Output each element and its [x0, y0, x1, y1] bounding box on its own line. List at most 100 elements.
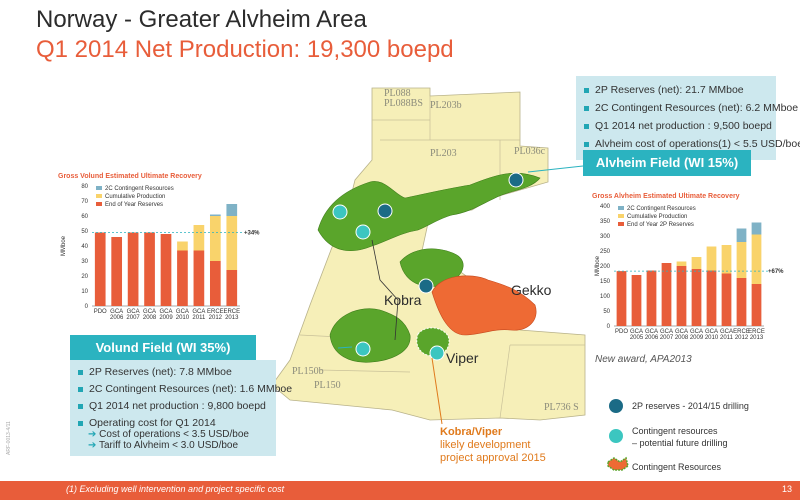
legend-label: End of Year Reserves: [105, 202, 163, 208]
bar-segment: [226, 204, 238, 216]
x-tick-label: 2010: [705, 335, 719, 341]
page-subtitle: Q1 2014 Net Production: 19,300 boepd: [36, 36, 454, 63]
bar-segment: [691, 269, 702, 326]
y-axis-label: MMboe: [595, 255, 601, 276]
x-tick-label: GCA: [705, 329, 718, 335]
x-tick-label: 2007: [660, 335, 674, 341]
y-tick-label: 350: [600, 219, 611, 225]
x-tick-label: GCA: [110, 309, 123, 315]
alvheim-bullet: 2C Contingent Resources (net): 6.2 MMboe: [584, 102, 798, 114]
map-legend-symbols: [607, 399, 629, 471]
kobra-viper-line: project approval 2015: [440, 452, 546, 464]
bar-segment: [706, 270, 717, 326]
bar-segment: [721, 245, 732, 274]
bar-segment: [209, 261, 221, 306]
x-tick-label: 2012: [735, 335, 749, 341]
x-tick-label: 2013: [225, 315, 239, 321]
bar-segment: [751, 234, 762, 284]
potential-well-marker: [355, 341, 371, 357]
legend-swatch: [618, 222, 624, 226]
arrow-icon: ➔: [88, 440, 97, 451]
bar-segment: [144, 232, 155, 306]
pipeline: [371, 239, 399, 341]
drilling-legend-icon: [609, 399, 623, 413]
alvheim-chart: Gross Alvheim Estimated Ultimate Recover…: [592, 193, 784, 341]
contingent-legend-icon: [607, 456, 629, 471]
license-label: PL736 S: [544, 402, 579, 413]
footnote: (1) Excluding well intervention and proj…: [66, 484, 285, 494]
gekko-label: Gekko: [511, 282, 552, 298]
legend-potential: Contingent resources: [632, 426, 718, 436]
y-tick-label: 100: [600, 294, 611, 300]
gekko-contingent: [431, 275, 537, 336]
x-tick-label: GCA: [176, 309, 189, 315]
x-tick-label: PDO: [94, 309, 107, 315]
y-tick-label: 200: [600, 264, 611, 270]
kobra-viper-line: likely development: [440, 439, 531, 451]
x-tick-label: PDO: [615, 329, 628, 335]
bar-segment: [177, 241, 188, 251]
volund-callout-line: [337, 346, 353, 349]
y-tick-label: 50: [603, 309, 610, 315]
bar-segment: [721, 273, 732, 326]
alvheim-bullet: Alvheim cost of operations(1) < 5.5 USD/…: [584, 138, 800, 150]
license-label: PL203: [430, 148, 457, 159]
volund-bullet: Operating cost for Q1 2014: [78, 417, 276, 429]
drilling-well-marker: [377, 203, 393, 219]
y-tick-label: 300: [600, 234, 611, 240]
volund-sub-item: ➔ Tariff to Alvheim < 3.0 USD/boe: [88, 440, 239, 451]
bar-segment: [127, 232, 139, 306]
kobra-viper-title: Kobra/Viper: [440, 426, 503, 438]
x-tick-label: GCA: [660, 329, 673, 335]
x-tick-label: 2009: [690, 335, 704, 341]
license-label: PL036c: [514, 146, 546, 157]
growth-annotation: +34%: [244, 231, 260, 237]
bar-segment: [676, 266, 687, 326]
x-tick-label: ERCE: [207, 309, 224, 315]
x-tick-label: ERCE: [733, 329, 750, 335]
potential-well-marker: [429, 345, 445, 361]
bar-segment: [676, 261, 687, 266]
volund-info-box: 2P Reserves (net): 7.8 MMboe 2C Continge…: [70, 360, 292, 456]
potential-well-marker: [355, 224, 371, 240]
alvheim-callout-line: [527, 165, 584, 173]
y-tick-label: 400: [600, 204, 611, 210]
x-tick-label: 2008: [675, 335, 689, 341]
chart-title: Gross Volund Estimated Ultimate Recovery: [58, 173, 202, 180]
y-tick-label: 30: [81, 259, 88, 265]
bar-segment: [193, 250, 205, 306]
page-title: Norway - Greater Alvheim Area: [36, 6, 367, 33]
x-tick-label: 2005: [630, 335, 644, 341]
bar-segment: [691, 257, 702, 269]
legend-potential-2: – potential future drilling: [632, 438, 728, 448]
x-tick-label: 2011: [192, 315, 206, 321]
chart-title: Gross Alvheim Estimated Ultimate Recover…: [592, 193, 740, 200]
alvheim-bullet: 2P Reserves (net): 21.7 MMboe: [584, 84, 776, 96]
y-tick-label: 250: [600, 249, 611, 255]
y-axis-label: MMboe: [61, 235, 67, 256]
y-tick-label: 50: [81, 229, 88, 235]
legend-swatch: [96, 194, 102, 198]
bar-segment: [177, 250, 188, 306]
alvheim-field-south: [399, 248, 464, 287]
bar-segment: [616, 271, 627, 326]
x-tick-label: GCA: [143, 309, 156, 315]
bar-segment: [193, 225, 205, 251]
y-tick-label: 60: [81, 214, 88, 220]
x-tick-label: 2008: [143, 315, 157, 321]
x-tick-label: 2006: [110, 315, 124, 321]
legend-label: Cumulative Production: [627, 214, 687, 220]
bar-segment: [226, 216, 238, 270]
license-label: PL150: [314, 380, 341, 391]
bar-segment: [111, 237, 123, 306]
y-tick-label: 70: [81, 199, 88, 205]
bar-segment: [160, 234, 172, 306]
legend-swatch: [96, 202, 102, 206]
arrow-icon: ➔: [88, 429, 97, 440]
x-tick-label: 2009: [159, 315, 173, 321]
y-tick-label: 150: [600, 279, 611, 285]
legend-swatch: [96, 186, 102, 190]
legend-contingent: Contingent Resources: [632, 462, 722, 472]
kobra-label: Kobra: [384, 292, 422, 308]
